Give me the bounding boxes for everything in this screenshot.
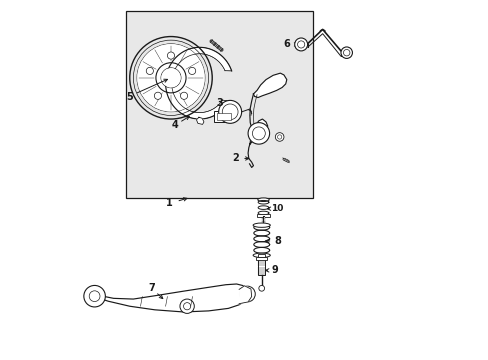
- Circle shape: [167, 52, 174, 59]
- Ellipse shape: [257, 198, 269, 202]
- Bar: [214, 111, 233, 122]
- Circle shape: [294, 38, 307, 51]
- Circle shape: [180, 299, 194, 314]
- Text: 6: 6: [283, 40, 289, 49]
- Text: 4: 4: [171, 121, 178, 130]
- Text: 8: 8: [273, 236, 280, 246]
- Circle shape: [252, 127, 265, 140]
- Polygon shape: [196, 117, 203, 125]
- Text: 3: 3: [216, 98, 223, 108]
- Circle shape: [180, 92, 187, 99]
- Circle shape: [340, 47, 352, 58]
- Text: 9: 9: [271, 265, 278, 275]
- Bar: [258, 254, 265, 257]
- Polygon shape: [253, 73, 286, 98]
- Circle shape: [137, 44, 204, 112]
- Ellipse shape: [253, 223, 270, 227]
- Circle shape: [146, 67, 153, 75]
- Circle shape: [183, 303, 190, 310]
- Circle shape: [247, 123, 269, 144]
- Circle shape: [258, 285, 264, 291]
- Circle shape: [222, 104, 238, 120]
- Polygon shape: [165, 47, 231, 119]
- Circle shape: [154, 92, 161, 99]
- Circle shape: [161, 68, 180, 87]
- Bar: [216, 113, 230, 120]
- Circle shape: [243, 290, 251, 298]
- Text: 2: 2: [232, 153, 239, 163]
- Bar: [126, 12, 312, 198]
- Text: 10: 10: [271, 204, 283, 213]
- Circle shape: [343, 49, 349, 56]
- Polygon shape: [249, 119, 267, 144]
- Bar: [255, 257, 267, 260]
- Circle shape: [188, 67, 195, 75]
- Circle shape: [297, 41, 304, 48]
- Circle shape: [239, 286, 255, 302]
- Circle shape: [218, 100, 241, 123]
- Text: 7: 7: [147, 283, 154, 293]
- Polygon shape: [94, 284, 249, 312]
- Text: 5: 5: [126, 92, 133, 102]
- Polygon shape: [239, 286, 251, 304]
- Ellipse shape: [253, 253, 270, 257]
- Circle shape: [89, 291, 100, 302]
- Text: 1: 1: [165, 198, 172, 208]
- Circle shape: [83, 285, 105, 307]
- Bar: [257, 214, 269, 217]
- Bar: [258, 259, 265, 275]
- Circle shape: [275, 133, 284, 141]
